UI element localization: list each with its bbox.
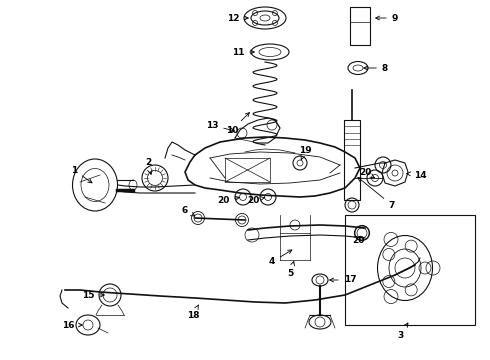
Text: 19: 19 bbox=[299, 145, 311, 160]
Text: 20: 20 bbox=[352, 235, 364, 244]
Text: 9: 9 bbox=[376, 14, 398, 23]
Text: 3: 3 bbox=[397, 323, 408, 339]
Text: 6: 6 bbox=[182, 206, 195, 216]
Text: 5: 5 bbox=[287, 261, 294, 278]
Text: 10: 10 bbox=[226, 113, 249, 135]
Text: 11: 11 bbox=[232, 48, 254, 57]
Text: 4: 4 bbox=[269, 250, 292, 266]
Text: 12: 12 bbox=[227, 14, 248, 23]
Text: 13: 13 bbox=[206, 121, 234, 132]
Bar bbox=[350, 7, 370, 45]
Text: 18: 18 bbox=[187, 305, 199, 320]
Text: 1: 1 bbox=[71, 166, 92, 183]
Text: 8: 8 bbox=[364, 63, 388, 72]
Text: 20: 20 bbox=[217, 195, 239, 204]
Text: 15: 15 bbox=[82, 291, 104, 300]
Text: 2: 2 bbox=[145, 158, 152, 174]
Text: 16: 16 bbox=[62, 320, 82, 329]
Text: 7: 7 bbox=[358, 177, 395, 210]
Bar bbox=[345, 215, 475, 325]
Text: 20: 20 bbox=[359, 167, 374, 177]
Bar bbox=[344, 120, 360, 200]
Text: 14: 14 bbox=[407, 171, 426, 180]
Text: 20: 20 bbox=[247, 195, 265, 204]
Text: 17: 17 bbox=[330, 275, 356, 284]
